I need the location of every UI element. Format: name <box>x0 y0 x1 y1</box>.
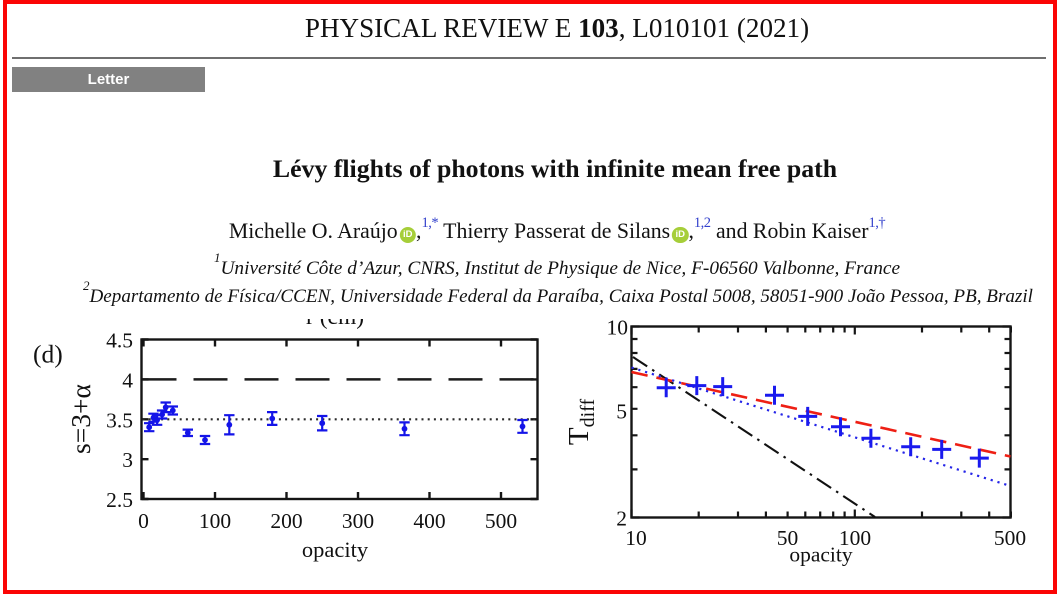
svg-text:200: 200 <box>270 509 302 533</box>
svg-text:(d): (d) <box>33 340 63 369</box>
svg-text:10: 10 <box>607 316 629 340</box>
svg-text:s=3+α: s=3+α <box>65 384 96 454</box>
svg-text:10: 10 <box>625 526 647 550</box>
svg-text:400: 400 <box>413 509 445 533</box>
svg-text:2.5: 2.5 <box>106 488 133 512</box>
svg-text:500: 500 <box>994 526 1026 550</box>
svg-text:3: 3 <box>122 448 133 472</box>
svg-text:opacity: opacity <box>789 543 853 567</box>
svg-text:100: 100 <box>199 509 231 533</box>
svg-text:2: 2 <box>616 507 627 531</box>
svg-text:50: 50 <box>777 526 799 550</box>
svg-text:3.5: 3.5 <box>106 408 133 432</box>
svg-text:4.5: 4.5 <box>106 329 133 353</box>
svg-text:4: 4 <box>122 368 133 392</box>
svg-text:5: 5 <box>616 400 627 424</box>
svg-text:100: 100 <box>839 526 871 550</box>
svg-text:Tdiff: Tdiff <box>563 399 599 446</box>
svg-text:500: 500 <box>485 509 517 533</box>
svg-text:300: 300 <box>342 509 374 533</box>
svg-text:0: 0 <box>138 509 149 533</box>
svg-text:opacity: opacity <box>302 537 369 562</box>
